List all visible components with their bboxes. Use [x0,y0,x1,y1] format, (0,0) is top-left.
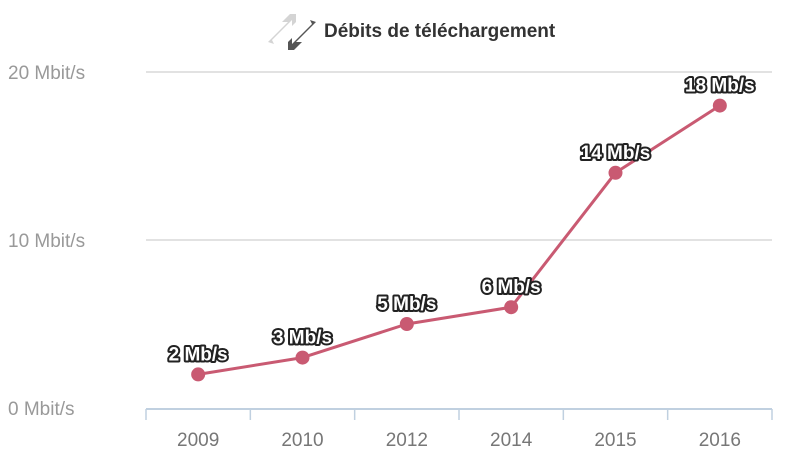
x-tick-label: 2014 [490,430,533,451]
data-label: 18 Mb/s [685,76,755,97]
x-tick-label: 2015 [594,430,636,451]
y-tick-label: 10 Mbit/s [8,231,85,252]
data-point[interactable] [399,317,414,331]
x-axis-labels: 2009 2010 2012 2014 2015 2016 [177,430,741,451]
grid-lines [146,71,772,241]
series [191,98,727,382]
y-tick-label: 0 Mbit/s [8,399,75,420]
data-point[interactable] [608,165,623,180]
chart-title: Débits de téléchargement [324,21,556,42]
data-labels: 2 Mb/s 3 Mb/s 5 Mb/s 6 Mb/s 14 Mb/s 18 Mb/s [167,74,757,368]
y-tick-label: 20 Mbit/s [8,63,85,84]
data-label: 6 Mb/s [482,277,541,298]
y-axis-labels: 0 Mbit/s 10 Mbit/s 20 Mbit/s [8,63,85,420]
download-upload-arrows-icon [266,14,318,50]
x-axis [145,408,773,420]
data-point[interactable] [504,300,519,315]
x-tick-label: 2009 [177,430,219,451]
data-label: 14 Mb/s [581,143,651,164]
x-tick-label: 2012 [386,430,428,451]
data-point[interactable] [295,350,310,365]
chart-header: Débits de téléchargement [266,14,555,50]
series-line [197,104,721,376]
data-label: 3 Mb/s [273,328,332,349]
data-point[interactable] [191,367,206,382]
x-tick-label: 2016 [699,430,741,451]
data-point[interactable] [712,98,727,113]
x-tick-label: 2010 [281,430,323,451]
data-label: 2 Mb/s [169,344,228,365]
data-label: 5 Mb/s [377,294,436,315]
